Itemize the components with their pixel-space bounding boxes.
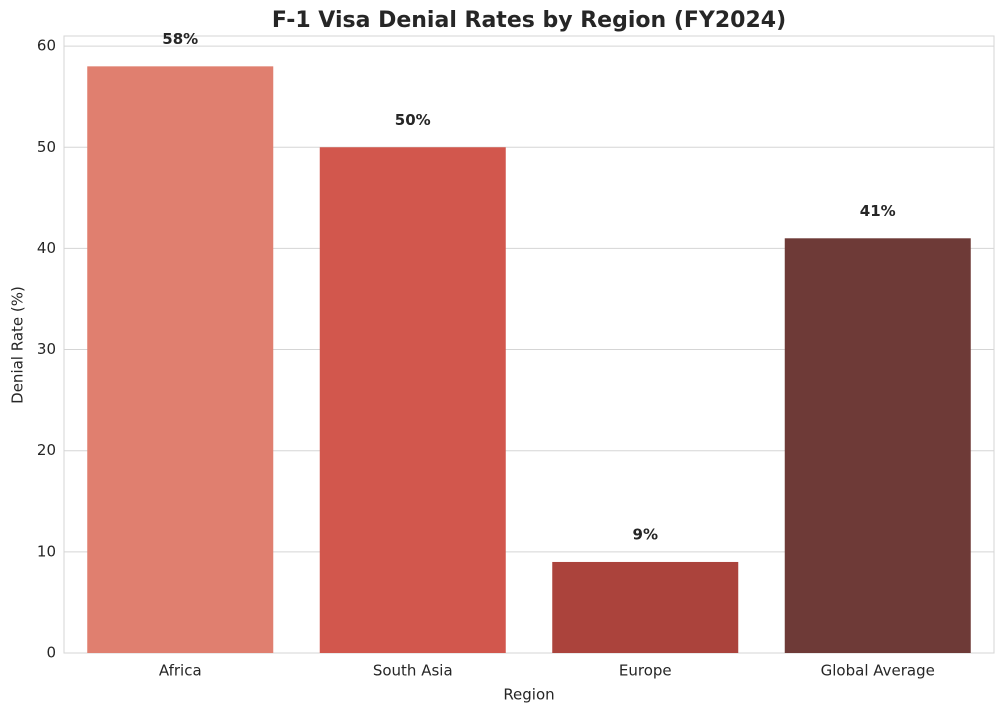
- plot-frame: [63, 35, 995, 654]
- x-axis-label: Region: [503, 686, 554, 704]
- y-tick-label: 60: [37, 37, 56, 55]
- value-label: 9%: [633, 525, 658, 543]
- value-label: 41%: [860, 202, 896, 220]
- value-label: 50%: [395, 111, 431, 129]
- y-axis-label: Denial Rate (%): [9, 286, 27, 404]
- bar: [552, 561, 739, 653]
- x-tick-label: Europe: [619, 662, 672, 680]
- bar: [87, 66, 274, 654]
- y-tick-label: 20: [37, 441, 56, 459]
- x-tick-label: Africa: [159, 662, 202, 680]
- value-label: 58%: [162, 30, 198, 48]
- bar: [319, 147, 506, 653]
- x-tick-label: Global Average: [821, 662, 935, 680]
- x-tick-label: South Asia: [373, 662, 453, 680]
- y-tick-label: 10: [37, 542, 56, 560]
- chart-title: F-1 Visa Denial Rates by Region (FY2024): [272, 8, 786, 33]
- y-tick-label: 50: [37, 138, 56, 156]
- y-tick-label: 0: [46, 644, 56, 662]
- y-tick-label: 40: [37, 239, 56, 257]
- y-tick-label: 30: [37, 340, 56, 358]
- bar: [784, 238, 971, 653]
